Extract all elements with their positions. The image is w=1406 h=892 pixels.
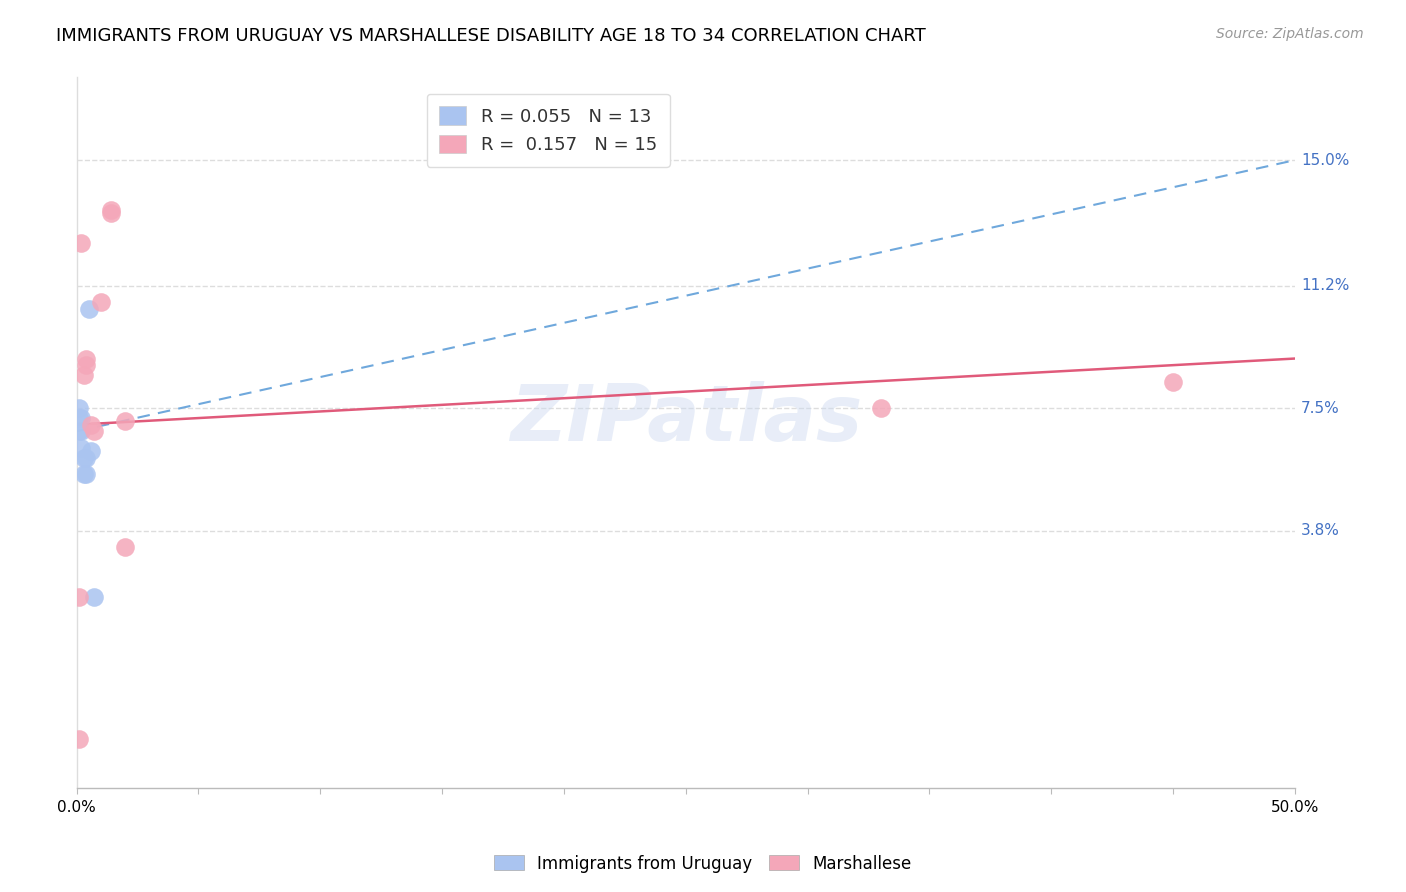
Text: ZIPatlas: ZIPatlas (509, 381, 862, 457)
Point (70, 425, 93, 439)
Point (80, 444, 103, 458)
Point (75, 351, 97, 366)
Point (67, 731, 90, 746)
Point (83, 590, 105, 604)
Text: IMMIGRANTS FROM URUGUAY VS MARSHALLESE DISABILITY AGE 18 TO 34 CORRELATION CHART: IMMIGRANTS FROM URUGUAY VS MARSHALLESE D… (56, 27, 927, 45)
Point (100, 202, 122, 217)
Point (114, 414, 136, 428)
Point (83, 425, 105, 439)
Point (1161, 375, 1184, 389)
Point (67, 590, 90, 604)
Point (77, 301, 100, 316)
Point (869, 401, 891, 416)
Point (75, 450, 97, 465)
Point (114, 540, 136, 554)
Text: 11.2%: 11.2% (1301, 278, 1350, 293)
Legend: Immigrants from Uruguay, Marshallese: Immigrants from Uruguay, Marshallese (488, 848, 918, 880)
Point (90, 295, 112, 310)
Point (73, 450, 96, 465)
Text: 7.5%: 7.5% (1301, 401, 1340, 416)
Legend: R = 0.055   N = 13, R =  0.157   N = 15: R = 0.055 N = 13, R = 0.157 N = 15 (427, 94, 669, 167)
Point (67, 425, 90, 439)
Point (73, 467, 96, 482)
Point (70, 411, 93, 425)
Point (100, 206, 122, 220)
Point (75, 358, 97, 372)
Text: Source: ZipAtlas.com: Source: ZipAtlas.com (1216, 27, 1364, 41)
Point (80, 417, 103, 432)
Point (73, 368, 96, 382)
Point (70, 441, 93, 455)
Point (67, 401, 90, 416)
Text: 15.0%: 15.0% (1301, 153, 1350, 168)
Text: 3.8%: 3.8% (1301, 523, 1340, 538)
Point (70, 235, 93, 250)
Point (67, 411, 90, 425)
Point (75, 467, 97, 482)
